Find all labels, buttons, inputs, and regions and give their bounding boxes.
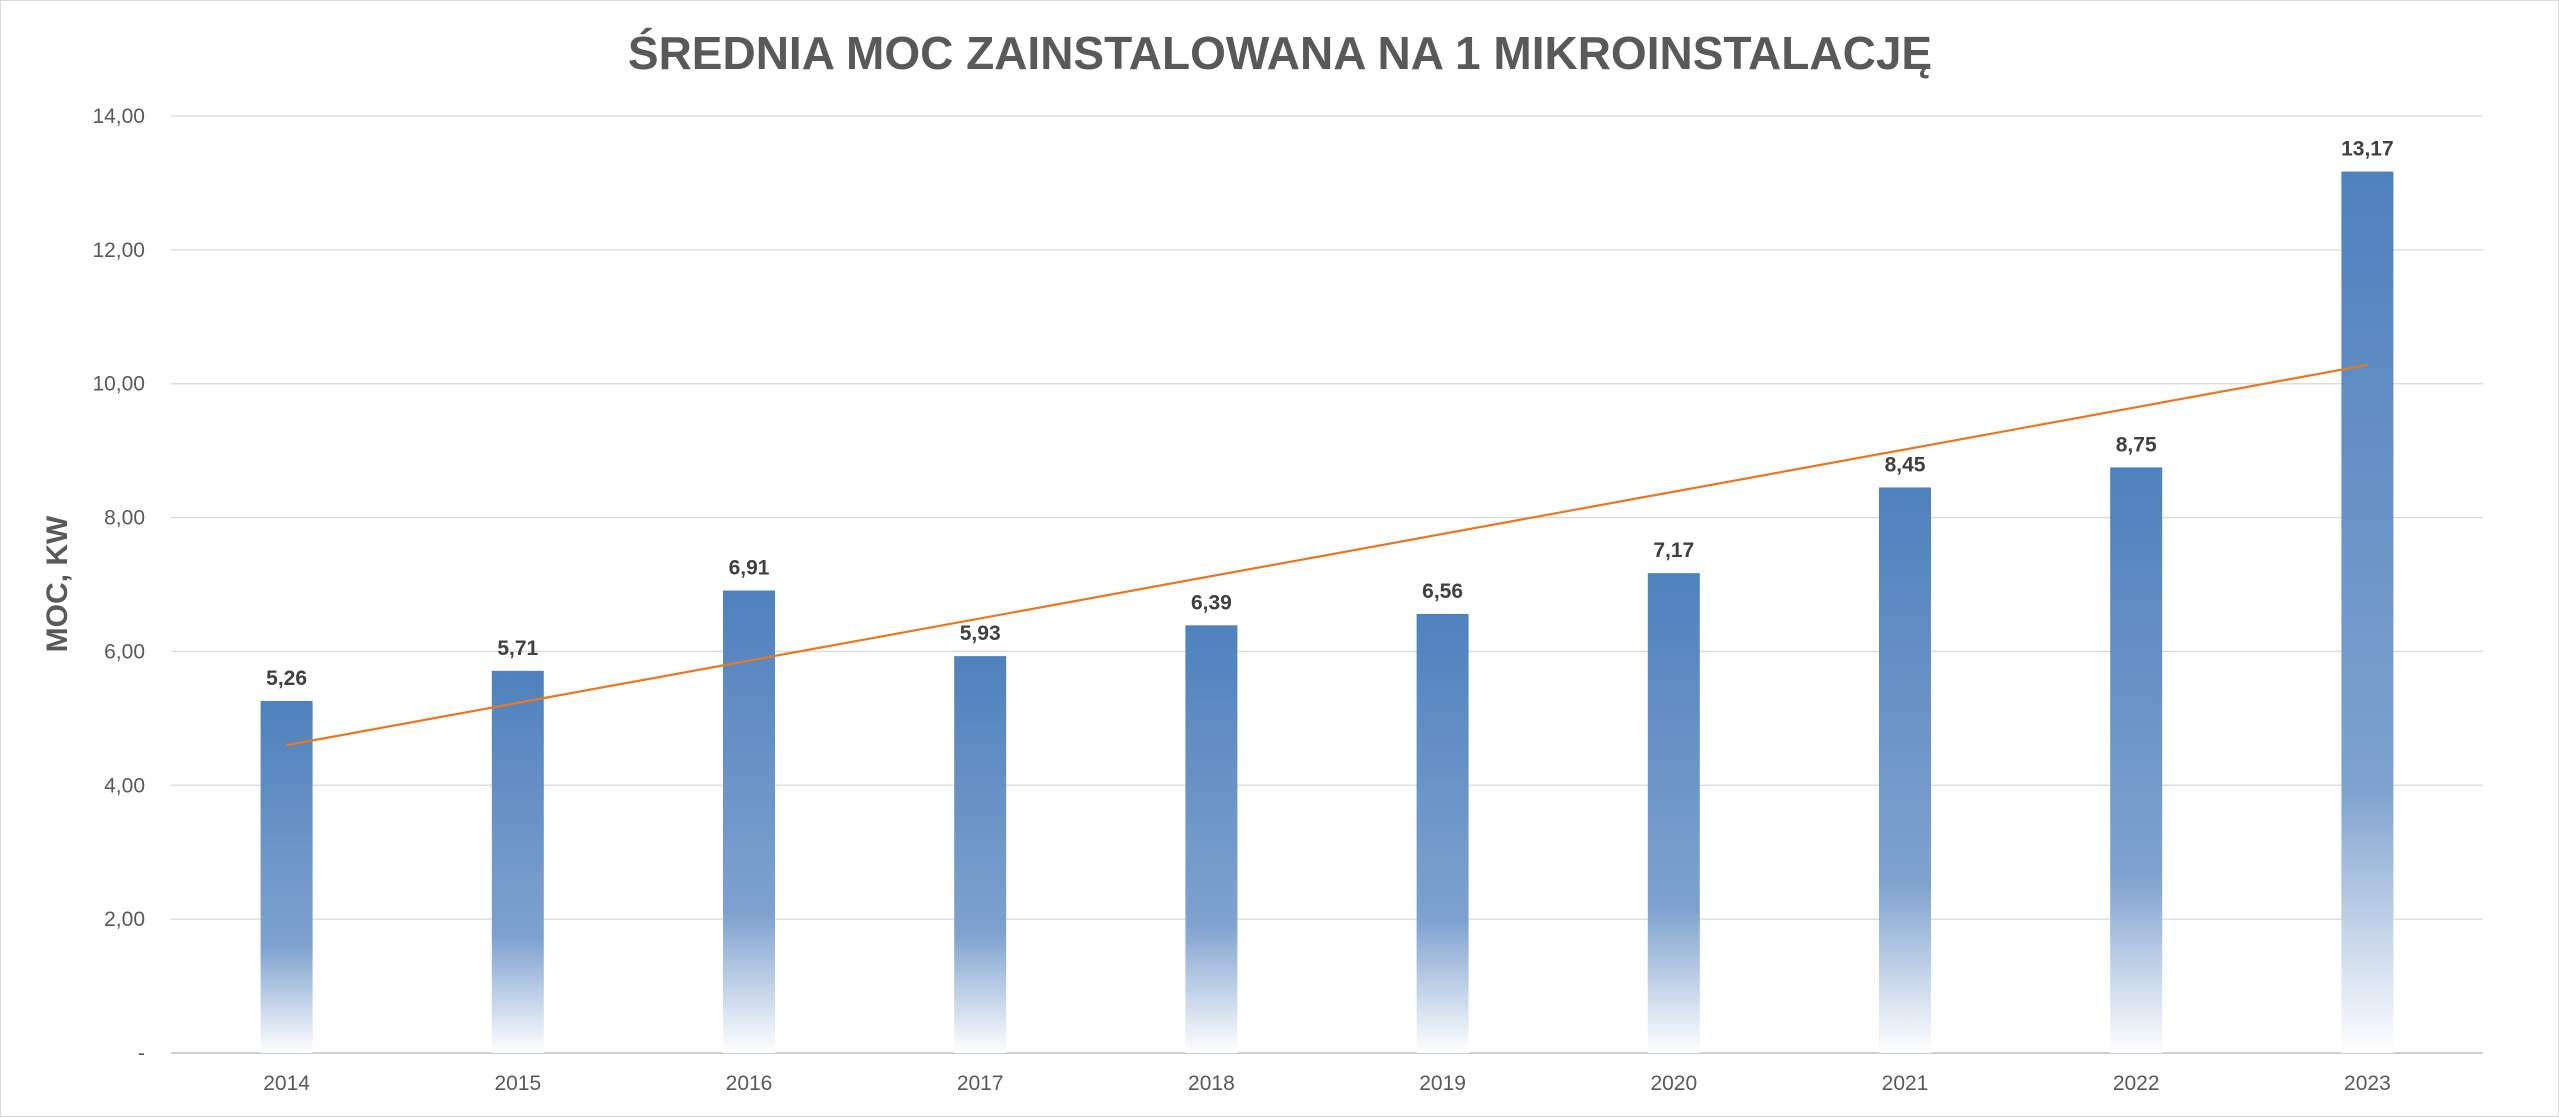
trendline-group xyxy=(286,363,2368,747)
y-tick-label: 10,00 xyxy=(92,373,145,396)
bar-2022 xyxy=(2110,467,2163,1053)
data-label-2022: 8,75 xyxy=(2116,433,2157,456)
bars xyxy=(260,171,2394,1053)
x-tick-label: 2021 xyxy=(1882,1072,1929,1095)
bar-2023 xyxy=(2341,171,2394,1053)
chart-title: ŚREDNIA MOC ZAINSTALOWANA NA 1 MIKROINST… xyxy=(628,27,1932,79)
bar-2014 xyxy=(260,700,313,1053)
data-label-2015: 5,71 xyxy=(497,637,538,660)
bar-2015 xyxy=(491,670,544,1053)
gridlines xyxy=(171,115,2483,1054)
data-label-2019: 6,56 xyxy=(1422,580,1463,603)
bar-2016 xyxy=(723,590,775,1053)
data-label-2021: 8,45 xyxy=(1885,453,1926,476)
y-axis-label: MOC, KW xyxy=(41,515,74,652)
y-tick-label: - xyxy=(138,1042,145,1065)
y-tick-label: 2,00 xyxy=(104,908,145,931)
bar-2021 xyxy=(1879,487,1931,1053)
data-labels: 5,26 5,71 6,91 5,93 6,39 6,56 7,17 8,45 8,75 13,1… xyxy=(266,138,2394,690)
trendline xyxy=(286,363,2368,747)
x-axis-ticks: 2014 2015 2016 2017 2018 2019 2020 2021 2022 2023 xyxy=(263,1072,2391,1095)
y-tick-label: 12,00 xyxy=(92,239,145,262)
data-label-2023: 13,17 xyxy=(2341,138,2394,161)
x-tick-label: 2018 xyxy=(1188,1072,1235,1095)
x-tick-label: 2019 xyxy=(1419,1072,1466,1095)
data-label-2016: 6,91 xyxy=(729,557,770,580)
y-tick-label: 14,00 xyxy=(92,105,145,128)
data-label-2020: 7,17 xyxy=(1653,539,1694,562)
x-tick-label: 2015 xyxy=(494,1072,541,1095)
bar-2019 xyxy=(1416,613,1469,1053)
data-label-2018: 6,39 xyxy=(1191,591,1232,614)
x-tick-label: 2023 xyxy=(2344,1072,2391,1095)
y-tick-label: 8,00 xyxy=(104,507,145,530)
data-label-2014: 5,26 xyxy=(266,667,307,690)
bar-2017 xyxy=(954,656,1007,1053)
y-tick-label: 6,00 xyxy=(104,640,145,663)
x-tick-label: 2016 xyxy=(726,1072,773,1095)
bar-2018 xyxy=(1185,625,1238,1053)
y-axis-ticks: - 2,00 4,00 6,00 8,00 10,00 12,00 14,00 xyxy=(92,105,145,1065)
y-tick-label: 4,00 xyxy=(104,774,145,797)
bar-2020 xyxy=(1647,573,1700,1053)
x-tick-label: 2020 xyxy=(1650,1072,1697,1095)
x-tick-label: 2022 xyxy=(2113,1072,2160,1095)
x-tick-label: 2017 xyxy=(957,1072,1004,1095)
x-tick-label: 2014 xyxy=(263,1072,310,1095)
data-label-2017: 5,93 xyxy=(960,622,1001,645)
